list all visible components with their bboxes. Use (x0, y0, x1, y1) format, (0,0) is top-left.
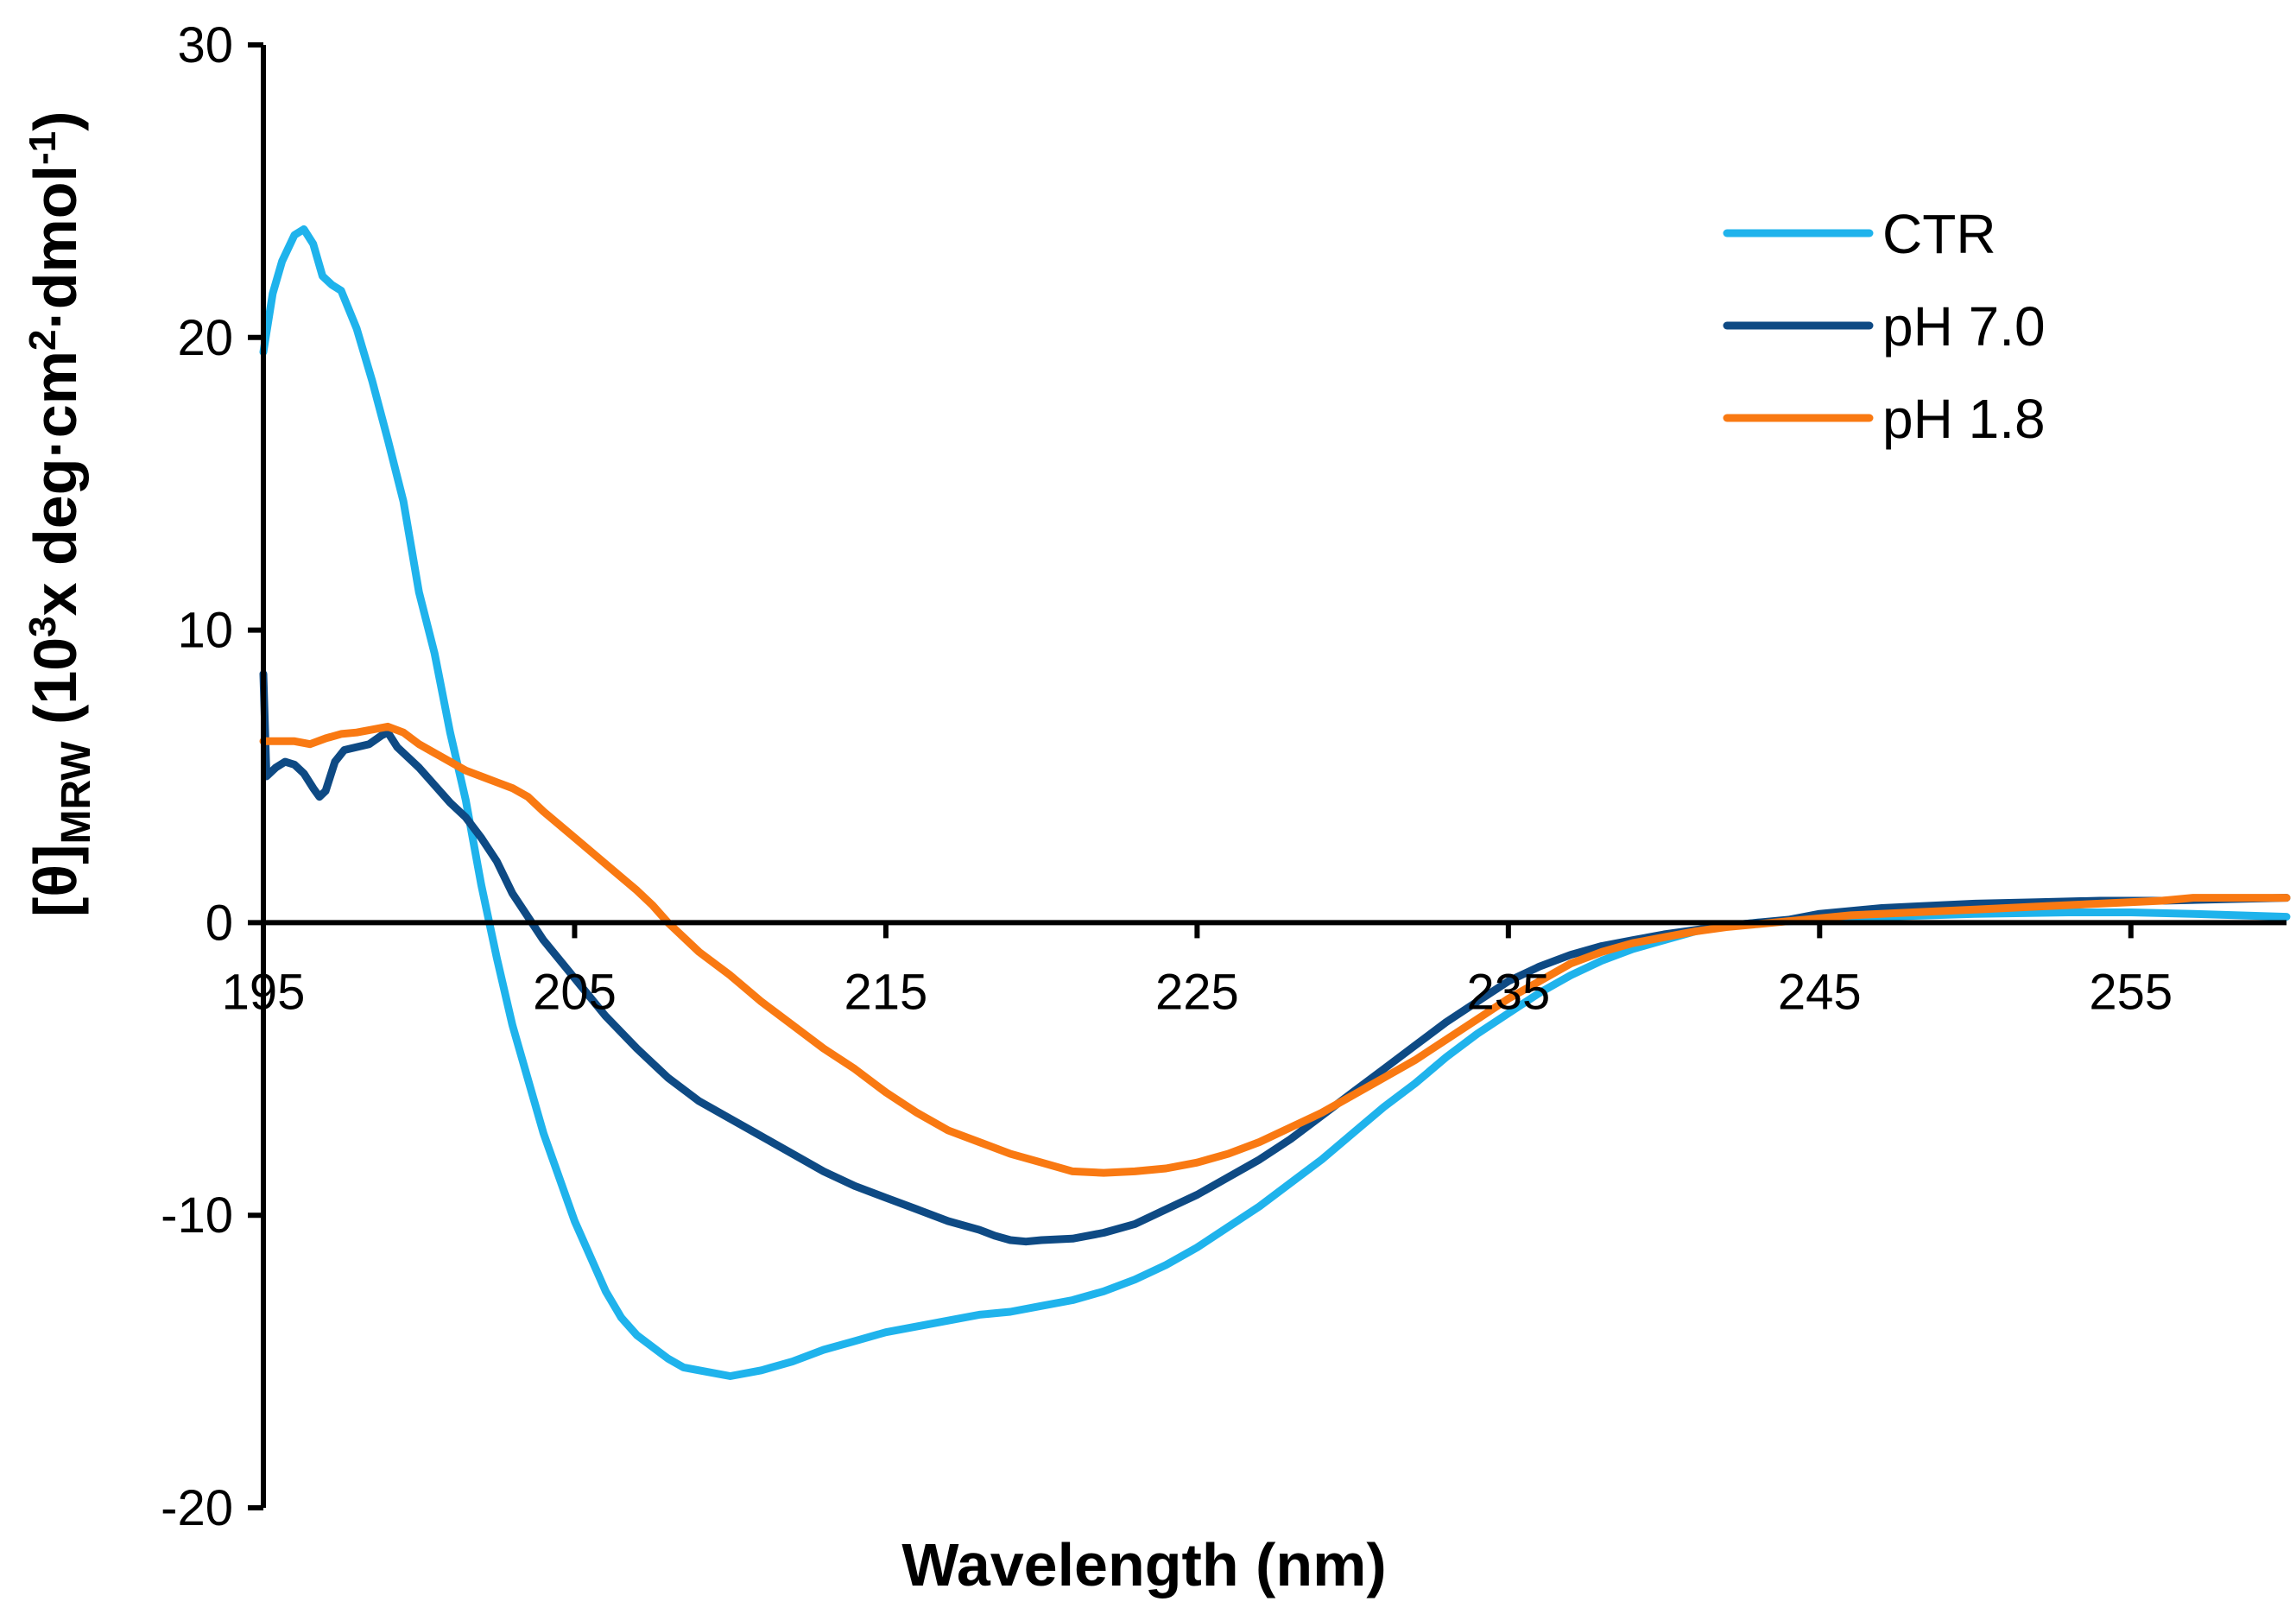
x-axis-title: Wavelength (nm) (901, 1531, 1386, 1599)
legend-item-ph18: pH 1.8 (1723, 388, 2046, 450)
legend: CTR pH 7.0 pH 1.8 (1723, 203, 2046, 450)
y-axis-title-text4: ) (22, 111, 89, 131)
series-layer (259, 225, 2291, 1380)
y-tick-label: 20 (177, 310, 233, 366)
y-tick-label: -10 (161, 1187, 233, 1244)
y-axis-title: [θ]MRW (103x deg·cm2·dmol-1) (22, 111, 99, 917)
x-tick-label: 225 (1155, 964, 1239, 1020)
x-tick-label: 195 (222, 964, 306, 1020)
y-axis-title-prefix: [θ] (22, 845, 89, 917)
legend-item-ph7: pH 7.0 (1723, 295, 2046, 358)
axes-layer (261, 45, 2287, 1508)
y-tick-label: 10 (177, 603, 233, 659)
series-line-ph-7-0 (259, 669, 2291, 1246)
x-tick-label: 255 (2089, 964, 2173, 1020)
y-axis-title-text3: ·dmol (22, 165, 89, 330)
y-axis-title-sup3: -1 (22, 131, 64, 165)
legend-label-ph18: pH 1.8 (1882, 388, 2046, 450)
y-axis-title-text2: x deg·cm (22, 351, 89, 616)
x-tick-label: 215 (844, 964, 928, 1020)
y-axis-title-sup2: 2 (22, 330, 64, 351)
y-tick-label: 30 (177, 17, 233, 73)
legend-label-ctr: CTR (1882, 203, 1996, 265)
legend-label-ph7: pH 7.0 (1882, 295, 2046, 358)
y-axis-title-sup1: 3 (22, 616, 64, 636)
y-axis-title-text1: (10 (22, 637, 89, 742)
y-ticks: -20 -10 0 10 20 30 (161, 17, 263, 1536)
y-tick-label: -20 (161, 1480, 233, 1536)
y-tick-label: 0 (206, 895, 233, 951)
legend-item-ctr: CTR (1723, 203, 1996, 265)
y-axis-title-subscript: MRW (54, 741, 99, 845)
x-ticks: 195 205 215 225 235 245 255 (222, 922, 2173, 1020)
x-tick-label: 205 (533, 964, 617, 1020)
series-line-ph-1-8 (259, 722, 2291, 1177)
series-line-ctr (259, 225, 2291, 1380)
x-tick-label: 245 (1778, 964, 1862, 1020)
x-tick-label: 235 (1466, 964, 1550, 1020)
